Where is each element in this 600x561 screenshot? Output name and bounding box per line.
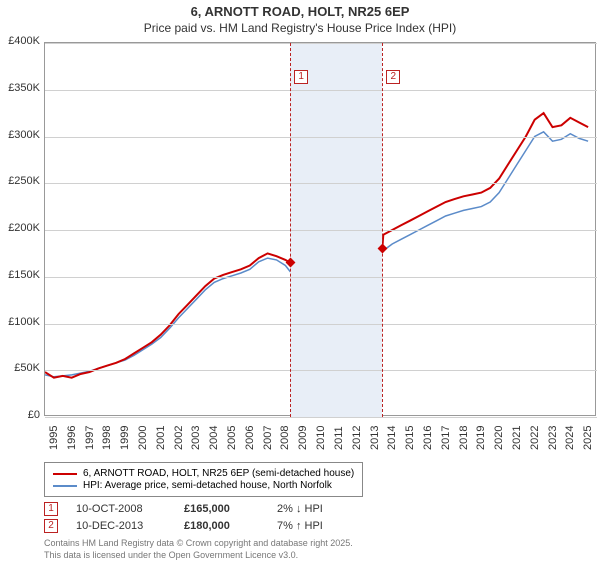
- x-tick-label: 2006: [244, 426, 256, 450]
- x-tick-label: 2013: [369, 426, 381, 450]
- x-tick-label: 2015: [404, 426, 416, 450]
- event-date: 10-OCT-2008: [76, 503, 166, 515]
- grid-y: [45, 324, 597, 325]
- x-tick-label: 2014: [386, 426, 398, 450]
- y-tick-label: £150K: [0, 269, 40, 281]
- event-price: £180,000: [184, 520, 259, 532]
- x-tick-label: 2009: [297, 426, 309, 450]
- x-tick-label: 2016: [422, 426, 434, 450]
- x-tick-label: 1995: [48, 426, 60, 450]
- event-row: 1 10-OCT-2008 £165,000 2% ↓ HPI: [44, 502, 323, 516]
- grid-y: [45, 43, 597, 44]
- grid-y: [45, 277, 597, 278]
- y-tick-label: £350K: [0, 82, 40, 94]
- x-tick-label: 1997: [84, 426, 96, 450]
- legend-label: 6, ARNOTT ROAD, HOLT, NR25 6EP (semi-det…: [83, 468, 354, 479]
- x-tick-label: 2000: [137, 426, 149, 450]
- marker-label: 1: [294, 70, 308, 84]
- footer-line2: This data is licensed under the Open Gov…: [44, 550, 353, 561]
- event-row: 2 10-DEC-2013 £180,000 7% ↑ HPI: [44, 519, 323, 533]
- legend-swatch: [53, 473, 77, 475]
- x-tick-label: 2020: [493, 426, 505, 450]
- x-tick-label: 1998: [101, 426, 113, 450]
- chart-root: 6, ARNOTT ROAD, HOLT, NR25 6EP Price pai…: [0, 0, 600, 560]
- x-tick-label: 2017: [440, 426, 452, 450]
- x-tick-label: 2004: [208, 426, 220, 450]
- x-tick-label: 2025: [582, 426, 594, 450]
- event-delta: 7% ↑ HPI: [277, 520, 323, 532]
- x-tick-label: 2024: [564, 426, 576, 450]
- marker-dashed: [290, 43, 291, 417]
- grid-y: [45, 230, 597, 231]
- x-tick-label: 2023: [547, 426, 559, 450]
- x-tick-label: 2002: [173, 426, 185, 450]
- x-tick-label: 2001: [155, 426, 167, 450]
- grid-y: [45, 137, 597, 138]
- marker-label: 2: [386, 70, 400, 84]
- footer-line1: Contains HM Land Registry data © Crown c…: [44, 538, 353, 550]
- x-tick-label: 2007: [262, 426, 274, 450]
- legend: 6, ARNOTT ROAD, HOLT, NR25 6EP (semi-det…: [44, 462, 363, 497]
- legend-swatch: [53, 485, 77, 487]
- grid-y: [45, 183, 597, 184]
- event-marker: 2: [44, 519, 58, 533]
- grid-y: [45, 370, 597, 371]
- y-tick-label: £0: [0, 409, 40, 421]
- titles: 6, ARNOTT ROAD, HOLT, NR25 6EP Price pai…: [0, 0, 600, 35]
- legend-row: HPI: Average price, semi-detached house,…: [53, 480, 354, 491]
- event-price: £165,000: [184, 503, 259, 515]
- x-tick-label: 2021: [511, 426, 523, 450]
- event-date: 10-DEC-2013: [76, 520, 166, 532]
- title-address: 6, ARNOTT ROAD, HOLT, NR25 6EP: [0, 4, 600, 19]
- marker-dashed: [382, 43, 383, 417]
- y-tick-label: £50K: [0, 362, 40, 374]
- legend-row: 6, ARNOTT ROAD, HOLT, NR25 6EP (semi-det…: [53, 468, 354, 479]
- y-tick-label: £100K: [0, 316, 40, 328]
- event-marker: 1: [44, 502, 58, 516]
- event-delta: 2% ↓ HPI: [277, 503, 323, 515]
- plot-area: 12: [44, 42, 596, 416]
- grid-y: [45, 90, 597, 91]
- y-tick-label: £300K: [0, 129, 40, 141]
- x-tick-label: 2008: [279, 426, 291, 450]
- x-tick-label: 2005: [226, 426, 238, 450]
- x-tick-label: 1996: [66, 426, 78, 450]
- x-tick-label: 2018: [458, 426, 470, 450]
- x-tick-label: 2022: [529, 426, 541, 450]
- x-tick-label: 2003: [190, 426, 202, 450]
- y-tick-label: £200K: [0, 222, 40, 234]
- x-tick-label: 2012: [351, 426, 363, 450]
- grid-y: [45, 417, 597, 418]
- y-tick-label: £250K: [0, 175, 40, 187]
- footer: Contains HM Land Registry data © Crown c…: [44, 538, 353, 561]
- title-subtitle: Price paid vs. HM Land Registry's House …: [0, 21, 600, 35]
- y-tick-label: £400K: [0, 35, 40, 47]
- legend-label: HPI: Average price, semi-detached house,…: [83, 480, 332, 491]
- x-tick-label: 2019: [475, 426, 487, 450]
- x-tick-label: 1999: [119, 426, 131, 450]
- x-tick-label: 2010: [315, 426, 327, 450]
- x-tick-label: 2011: [333, 426, 345, 450]
